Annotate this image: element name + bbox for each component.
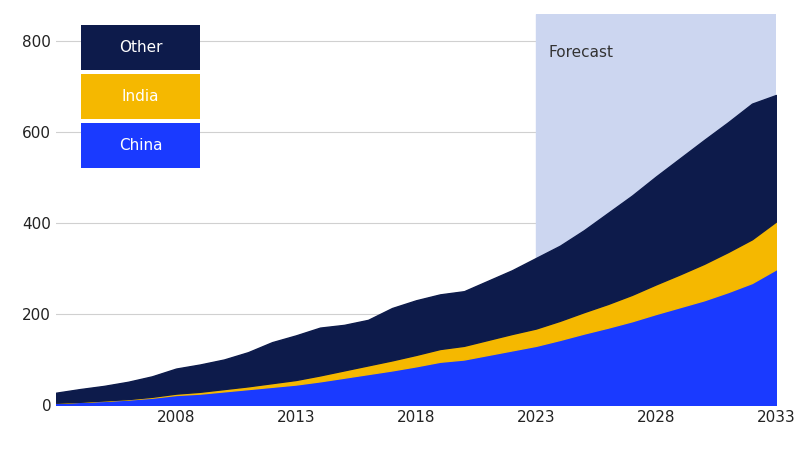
Text: Forecast: Forecast: [548, 45, 613, 60]
FancyBboxPatch shape: [82, 25, 200, 70]
Text: Other: Other: [119, 40, 162, 55]
Bar: [536, 14, 776, 405]
Text: China: China: [119, 138, 162, 153]
FancyBboxPatch shape: [82, 123, 200, 168]
Text: India: India: [122, 89, 159, 104]
FancyBboxPatch shape: [82, 74, 200, 119]
